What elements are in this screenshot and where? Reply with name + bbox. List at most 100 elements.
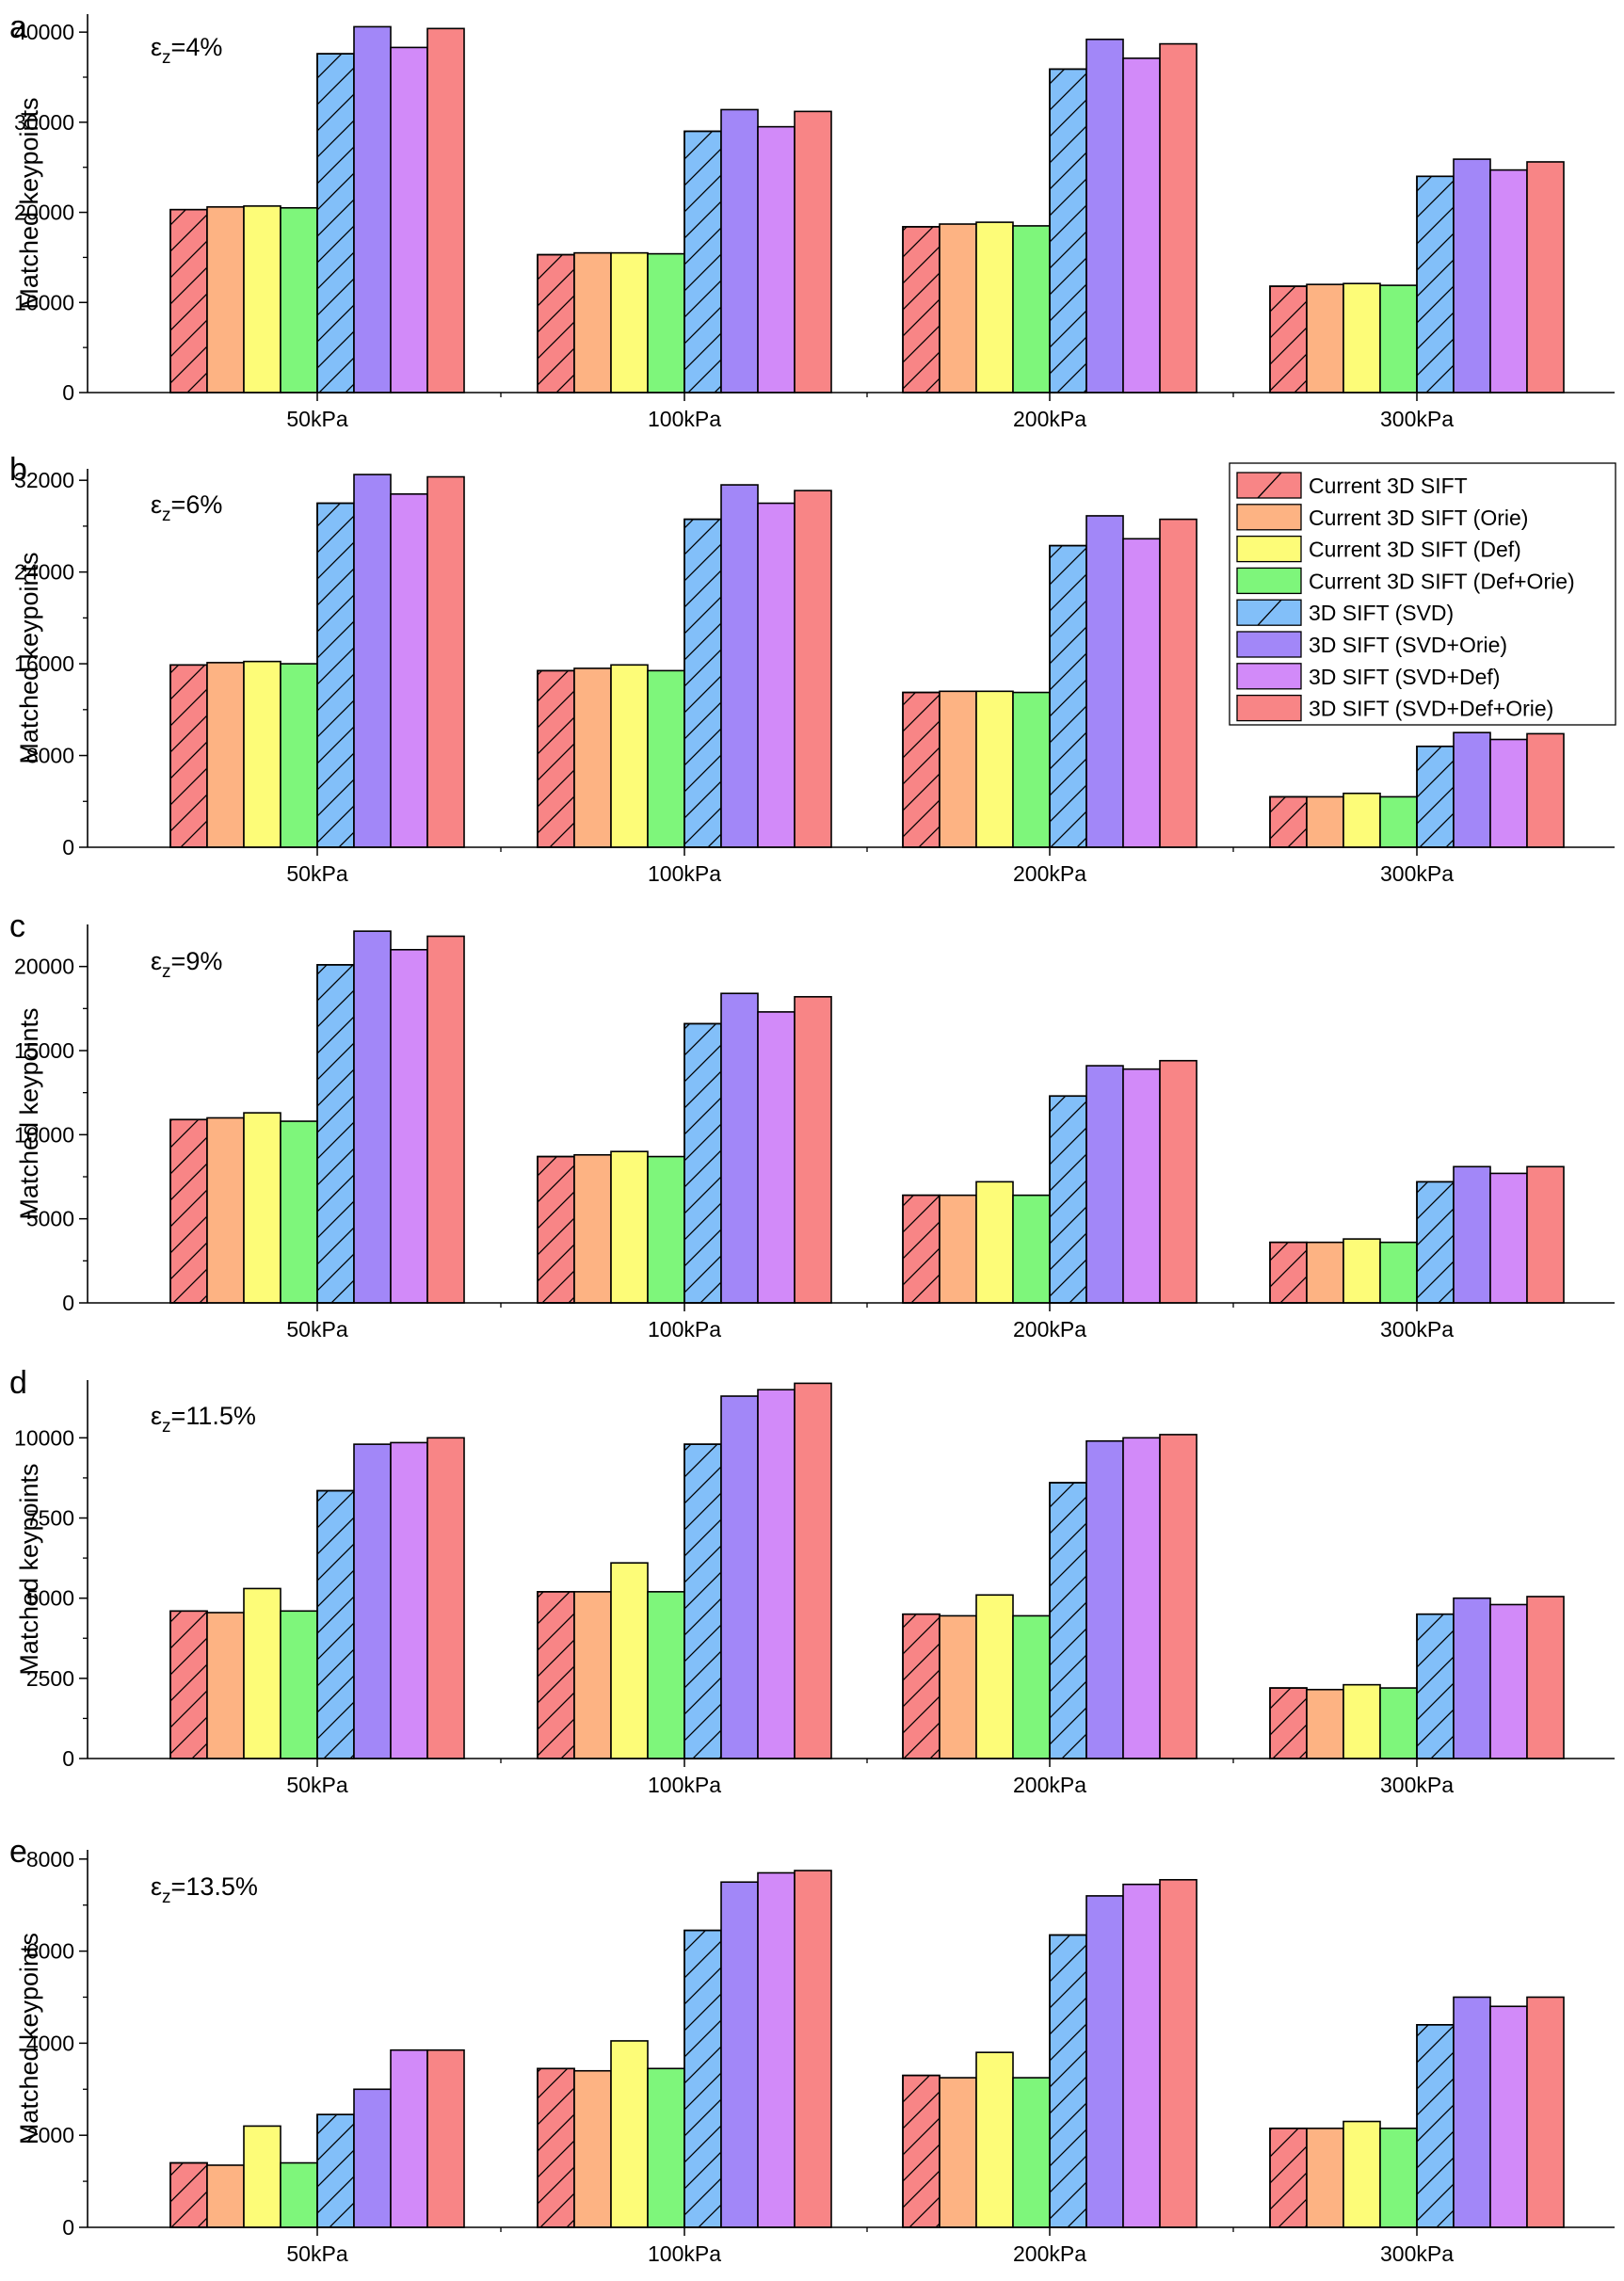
bar-hatch (316, 53, 355, 394)
y-tick-label: 0 (62, 380, 74, 405)
panel-d: d 0 2500 5000 7500 10000 50kPa 100kPa 200kPa 300k… (9, 1365, 1615, 1797)
bar-hatch (169, 1610, 208, 1759)
bar (390, 2048, 428, 2228)
bar (353, 2088, 392, 2228)
bar (610, 251, 649, 394)
bar-hatch (1269, 1241, 1308, 1304)
y-axis-label: Matched keypoints (15, 1463, 43, 1675)
panel-a: a 0 10000 20000 30000 40000 50kPa 100kPa 200kPa 3… (9, 9, 1615, 431)
legend-swatch (1236, 504, 1302, 531)
x-tick-label: 200kPa (1013, 407, 1086, 431)
bar (647, 1591, 685, 1759)
x-tick-label: 50kPa (286, 2241, 347, 2266)
bar (794, 1870, 832, 2228)
bar (939, 690, 977, 848)
bar (1526, 1165, 1565, 1304)
legend-label: Current 3D SIFT (Def) (1309, 538, 1521, 562)
bar (610, 1150, 649, 1304)
legend-label: Current 3D SIFT (Def+Orie) (1309, 569, 1575, 593)
legend-swatch (1236, 663, 1302, 690)
strain-annotation: εz=13.5% (151, 1872, 258, 1907)
bar (1526, 1996, 1565, 2228)
bar (1343, 1238, 1381, 1304)
bar (794, 1382, 832, 1759)
bar (353, 930, 392, 1304)
y-tick-label: 5000 (26, 1586, 74, 1611)
x-tick-label: 100kPa (648, 407, 721, 431)
x-tick-label: 200kPa (1013, 861, 1086, 886)
y-tick-label: 7500 (26, 1505, 74, 1530)
bar (794, 490, 832, 848)
bar (243, 660, 281, 848)
bar (280, 206, 318, 394)
x-tick-label: 300kPa (1380, 2241, 1454, 2266)
bar (610, 1562, 649, 1759)
bar (1012, 225, 1051, 394)
legend-label: 3D SIFT (SVD+Orie) (1309, 633, 1507, 657)
bar (1012, 691, 1051, 848)
bar (794, 996, 832, 1304)
x-tick-label: 300kPa (1380, 407, 1454, 431)
y-tick-label: 16000 (14, 651, 74, 676)
bar-hatch (1269, 2128, 1308, 2228)
bar-hatch (537, 669, 575, 848)
bar (426, 2048, 465, 2228)
legend-swatch (1236, 535, 1302, 563)
bar-hatch (1416, 2024, 1455, 2228)
panel-b: b 0 8000 16000 24000 32000 50kPa 100kPa 200kPa 30… (9, 452, 1616, 886)
y-tick-label: 8000 (26, 744, 74, 768)
bar-hatch (537, 1591, 575, 1759)
x-tick-label: 300kPa (1380, 861, 1454, 886)
panel-letter: c (9, 908, 25, 944)
bar (757, 1011, 796, 1304)
bar (1489, 2005, 1528, 2228)
y-tick-label: 0 (62, 835, 74, 859)
bar (975, 2051, 1014, 2228)
bar-hatch (537, 1155, 575, 1304)
bar-hatch (1269, 1687, 1308, 1759)
bar (757, 1389, 796, 1759)
bar (647, 2067, 685, 2228)
bar (1379, 1241, 1418, 1304)
bar (280, 1610, 318, 1759)
x-tick-label: 50kPa (286, 407, 347, 431)
y-tick-label: 6000 (26, 1939, 74, 1964)
bar (1159, 1434, 1198, 1759)
bar (1379, 2128, 1418, 2228)
y-axis-label: Matched keypoints (15, 97, 43, 309)
bar-hatch (1049, 1095, 1087, 1304)
panel-letter: d (9, 1365, 27, 1401)
bar (1159, 42, 1198, 394)
bar (720, 1881, 759, 2228)
bar-hatch (316, 2113, 355, 2228)
bar (573, 667, 612, 848)
bar (353, 25, 392, 394)
bar (720, 484, 759, 848)
bar (757, 125, 796, 394)
bar (1012, 2077, 1051, 2228)
bar (1122, 1068, 1161, 1304)
bar (1159, 518, 1198, 848)
y-axis-label: Matched keypoints (15, 1933, 43, 2144)
bar (280, 1120, 318, 1304)
legend-swatch (1236, 631, 1302, 658)
bar-hatch (1049, 1482, 1087, 1759)
bar (1453, 1597, 1491, 1759)
bar-hatch (1049, 1934, 1087, 2228)
bar (720, 1395, 759, 1759)
bar (1122, 1437, 1161, 1759)
bar-hatch (169, 664, 208, 848)
y-tick-label: 32000 (14, 468, 74, 492)
bar (1489, 738, 1528, 848)
bar (573, 2069, 612, 2228)
panel-e: e 0 2000 4000 6000 8000 50kPa 100kPa 200kPa 300kP… (9, 1834, 1615, 2266)
bar (1085, 1439, 1124, 1759)
bar (1085, 38, 1124, 394)
bar (1526, 161, 1565, 394)
x-tick-label: 50kPa (286, 861, 347, 886)
bar (975, 690, 1014, 848)
legend-label: Current 3D SIFT (1309, 474, 1468, 498)
x-tick-label: 300kPa (1380, 1317, 1454, 1341)
